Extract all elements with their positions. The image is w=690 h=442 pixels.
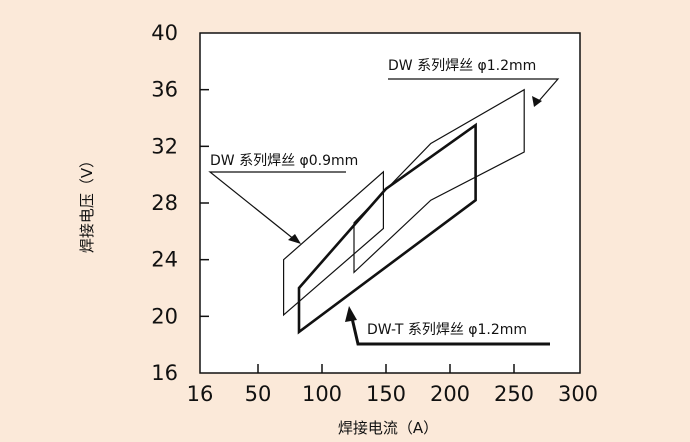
series-polygon-phi09 <box>283 170 384 317</box>
y-axis-label: 焊接电压（V） <box>78 153 96 253</box>
annotations: DW 系列焊丝 φ0.9mm DW 系列焊丝 φ1.2mm DW-T 系列焊丝 … <box>208 58 560 346</box>
y-tick-label: 32 <box>151 134 178 158</box>
series-polygon-dwt <box>297 122 477 335</box>
x-axis-label: 焊接电流（A） <box>338 419 438 437</box>
x-tick-label: 16 <box>187 382 214 406</box>
y-tick-label: 36 <box>151 78 178 102</box>
x-tick-label: 50 <box>245 382 272 406</box>
y-tick-label: 24 <box>151 248 178 272</box>
x-tick-label: 200 <box>430 382 470 406</box>
x-axis: 16 50 100 150 200 250 300 <box>187 364 598 406</box>
series-label-dwt: DW-T 系列焊丝 φ1.2mm <box>367 322 527 338</box>
y-tick-label: 20 <box>151 304 178 328</box>
callout-line-phi12 <box>388 78 560 103</box>
callout-arrow-phi09 <box>288 234 301 244</box>
series-polygon-phi12 <box>353 88 525 274</box>
callout-arrow-dwt <box>345 306 357 322</box>
x-tick-label: 100 <box>302 382 342 406</box>
callout-arrow-phi12 <box>532 96 542 107</box>
x-tick-label: 150 <box>366 382 406 406</box>
series-group <box>283 88 525 335</box>
callout-line-dwt <box>350 317 550 346</box>
y-tick-label: 40 <box>151 21 178 45</box>
x-tick-label: 250 <box>494 382 534 406</box>
y-axis: 16 20 24 28 32 36 40 <box>151 21 209 385</box>
series-label-phi09: DW 系列焊丝 φ0.9mm <box>210 153 358 169</box>
callout-line-phi09 <box>208 171 346 241</box>
series-label-phi12: DW 系列焊丝 φ1.2mm <box>388 58 536 74</box>
plot-frame <box>199 32 581 374</box>
y-tick-label: 28 <box>151 191 178 215</box>
x-tick-label: 300 <box>558 382 598 406</box>
y-tick-label: 16 <box>151 361 178 385</box>
